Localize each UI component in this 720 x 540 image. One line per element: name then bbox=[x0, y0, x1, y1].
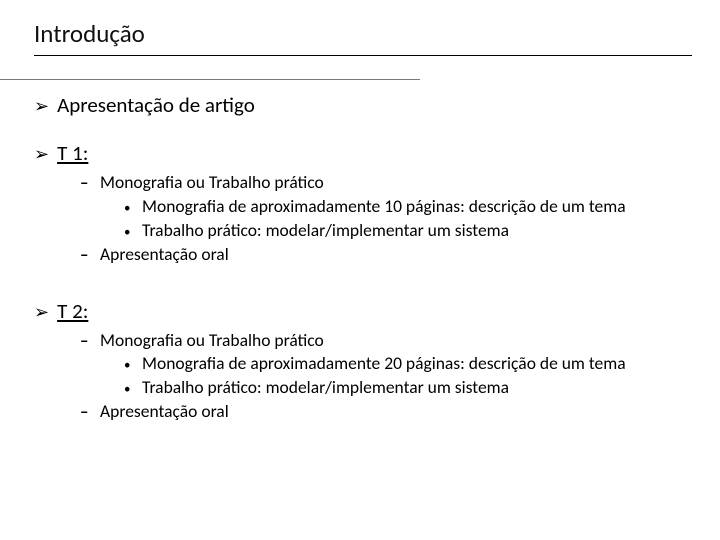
slide-title: Introdução bbox=[34, 18, 692, 56]
dot-icon: • bbox=[124, 382, 132, 398]
dot-icon: • bbox=[124, 201, 132, 217]
dash-icon: – bbox=[80, 401, 92, 422]
bullet-lvl2: – Apresentação oral bbox=[80, 401, 692, 423]
lvl2-text: Monografia ou Trabalho prático bbox=[100, 172, 692, 194]
lvl3-text: Monografia de aproximadamente 20 páginas… bbox=[142, 353, 666, 375]
lvl3-text: Trabalho prático: modelar/implementar um… bbox=[142, 220, 666, 242]
dash-icon: – bbox=[80, 330, 92, 351]
lvl2-text: Monografia ou Trabalho prático bbox=[100, 330, 692, 352]
bullet-lvl1-t1: ➢ T 1: bbox=[34, 140, 692, 166]
title-accent-line bbox=[0, 79, 420, 80]
bullet-lvl1-apresentacao: ➢ Apresentação de artigo bbox=[34, 92, 692, 118]
bullet-lvl2: – Apresentação oral bbox=[80, 244, 692, 266]
slide: Introdução ➢ Apresentação de artigo ➢ T … bbox=[0, 0, 720, 441]
bullet-lvl3: • Monografia de aproximadamente 10 págin… bbox=[124, 196, 692, 218]
spacer bbox=[34, 124, 692, 130]
lvl1-text: T 2: bbox=[57, 298, 692, 324]
lvl2-text: Apresentação oral bbox=[100, 244, 692, 266]
lvl1-text: Apresentação de artigo bbox=[57, 92, 692, 118]
spacer bbox=[34, 266, 692, 288]
arrow-icon: ➢ bbox=[34, 143, 49, 165]
dash-icon: – bbox=[80, 172, 92, 193]
dash-icon: – bbox=[80, 244, 92, 265]
lvl3-text: Trabalho prático: modelar/implementar um… bbox=[142, 377, 666, 399]
bullet-lvl2: – Monografia ou Trabalho prático bbox=[80, 172, 692, 194]
arrow-icon: ➢ bbox=[34, 95, 49, 117]
lvl1-text: T 1: bbox=[57, 140, 692, 166]
arrow-icon: ➢ bbox=[34, 301, 49, 323]
bullet-lvl1-t2: ➢ T 2: bbox=[34, 298, 692, 324]
dot-icon: • bbox=[124, 358, 132, 374]
lvl2-text: Apresentação oral bbox=[100, 401, 692, 423]
bullet-lvl2: – Monografia ou Trabalho prático bbox=[80, 330, 692, 352]
lvl3-text: Monografia de aproximadamente 10 páginas… bbox=[142, 196, 666, 218]
dot-icon: • bbox=[124, 225, 132, 241]
content-area: ➢ Apresentação de artigo ➢ T 1: – Monogr… bbox=[34, 92, 692, 423]
bullet-lvl3: • Trabalho prático: modelar/implementar … bbox=[124, 377, 692, 399]
title-wrap: Introdução bbox=[34, 18, 692, 56]
bullet-lvl3: • Trabalho prático: modelar/implementar … bbox=[124, 220, 692, 242]
bullet-lvl3: • Monografia de aproximadamente 20 págin… bbox=[124, 353, 692, 375]
